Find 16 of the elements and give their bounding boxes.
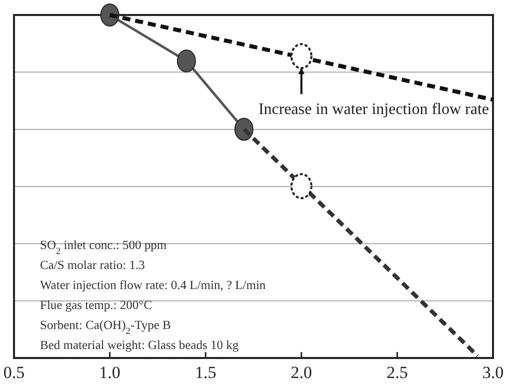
- annotation: Bed material weight: Glass beads 10 kg: [40, 338, 240, 352]
- point: [290, 173, 312, 200]
- x-tick-label: 2.5: [386, 363, 408, 382]
- annotation: Ca/S molar ratio: 1.3: [40, 258, 145, 272]
- annotation: Sorbent: Ca(OH)$_{2}$-Type B: [40, 318, 171, 337]
- annotation: Increase in water injection flow rate: [258, 101, 489, 118]
- x-tick-label: 1.0: [99, 363, 120, 382]
- point: [290, 43, 312, 70]
- x-tick-label: 2.0: [290, 363, 312, 382]
- annotation: Water injection flow rate: 0.4 L/min, ? L/min: [40, 278, 266, 292]
- x-tick-label: 0.5: [3, 363, 25, 382]
- x-tick-label: 3.0: [482, 363, 504, 382]
- annotation: SO$_{2}$ inlet conc.: 500 ppm: [40, 238, 167, 257]
- annotation: Flue gas temp.: 200°C: [40, 298, 152, 312]
- x-tick-label: 1.5: [194, 363, 216, 382]
- point: [176, 49, 196, 72]
